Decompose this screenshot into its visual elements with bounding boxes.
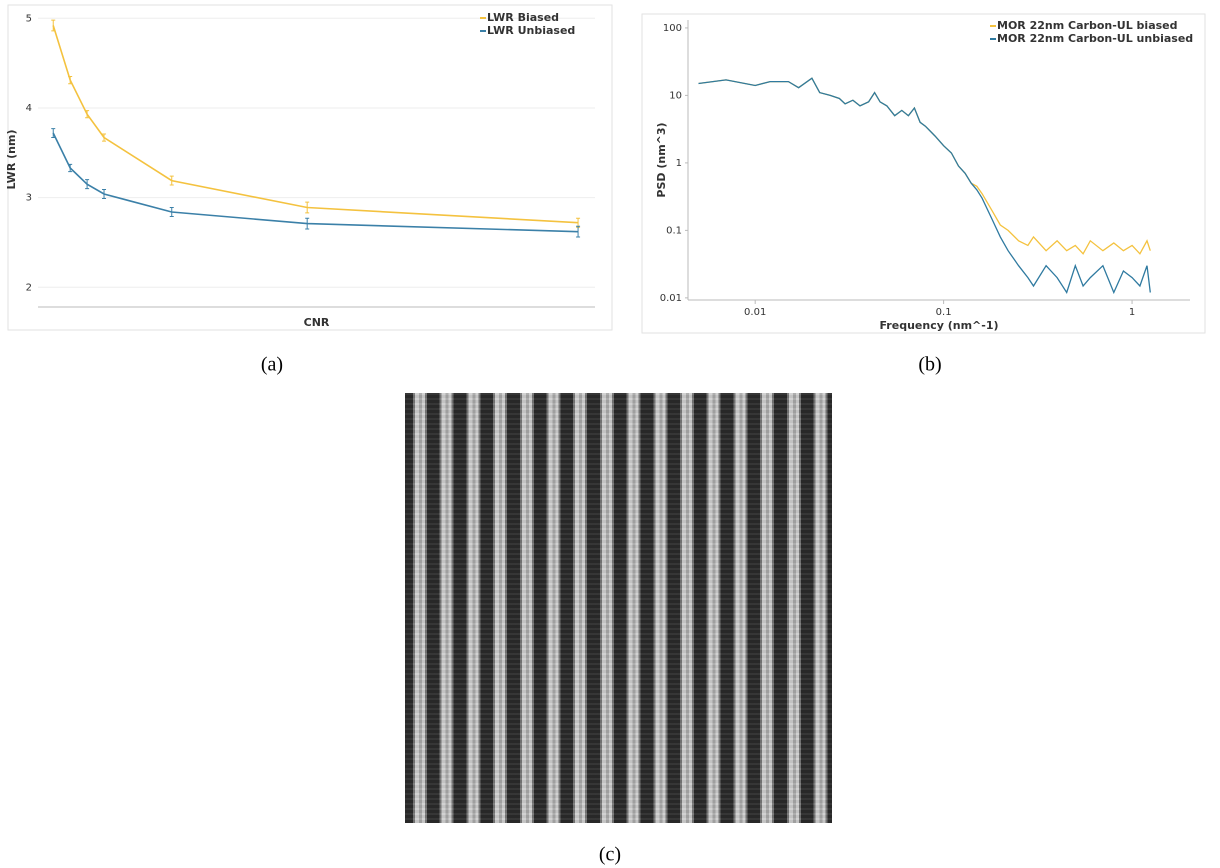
x-tick-label: 1	[1129, 307, 1135, 318]
series-line	[52, 132, 579, 233]
x-tick-label: 0.1	[936, 307, 952, 318]
error-bar	[169, 206, 174, 217]
caption: (c)	[599, 844, 621, 866]
x-axis-label: Frequency (nm^-1)	[880, 319, 999, 332]
y-axis-label: LWR (nm)	[5, 130, 18, 190]
error-bar	[51, 19, 56, 32]
series-line	[52, 25, 579, 224]
error-bar	[305, 201, 310, 214]
x-tick-label: 0.01	[744, 307, 766, 318]
series-line	[698, 77, 1151, 295]
legend-label: MOR 22nm Carbon-UL unbiased	[997, 32, 1193, 45]
legend-label: LWR Biased	[487, 11, 559, 24]
y-tick-label: 4	[26, 103, 32, 114]
error-bar	[68, 163, 73, 173]
error-bar	[305, 217, 310, 230]
y-tick-label: 0.01	[660, 293, 682, 304]
legend-label: LWR Unbiased	[487, 24, 575, 37]
error-bar	[169, 175, 174, 186]
caption: (a)	[261, 354, 283, 376]
error-bar	[68, 76, 73, 85]
y-tick-label: 2	[26, 282, 32, 293]
y-tick-label: 0.1	[666, 225, 682, 236]
error-bar	[102, 189, 107, 200]
y-tick-label: 100	[663, 23, 682, 34]
y-tick-label: 5	[26, 13, 32, 24]
y-axis-label: PSD (nm^3)	[655, 122, 668, 197]
y-tick-label: 1	[676, 158, 682, 169]
panel-frame	[7, 4, 613, 331]
error-bar	[576, 225, 581, 238]
x-axis-label: CNR	[304, 316, 330, 329]
legend-label: MOR 22nm Carbon-UL biased	[997, 19, 1178, 32]
series-line	[698, 77, 1151, 255]
sem-image	[405, 393, 832, 823]
error-bar	[85, 179, 90, 190]
caption: (b)	[918, 354, 941, 376]
error-bar	[51, 128, 56, 139]
panel-frame	[641, 13, 1206, 334]
y-tick-label: 3	[26, 193, 32, 204]
y-tick-label: 10	[669, 90, 682, 101]
error-bar	[85, 110, 90, 119]
error-bar	[102, 133, 107, 142]
